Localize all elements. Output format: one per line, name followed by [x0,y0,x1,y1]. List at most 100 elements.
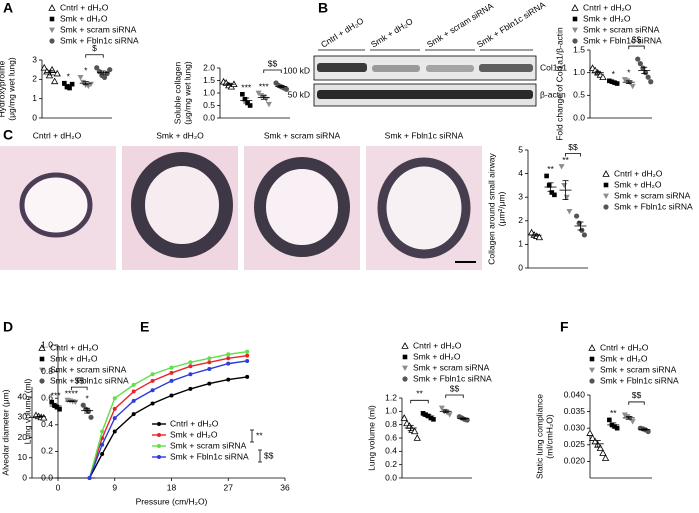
y-tick-label: 0 [22,472,27,482]
y-tick-label: 4 [518,168,523,178]
panel-label: F [560,319,569,335]
legend-marker [588,344,596,351]
airway [19,172,93,238]
legend-marker [157,455,161,459]
data-point [599,449,607,456]
series-line [88,376,248,479]
data-point [53,69,61,77]
series-point [207,356,212,361]
data-point [607,417,612,423]
legend-label: Smk + scram siRNA [50,364,127,374]
series-point [226,356,231,361]
data-point [614,81,620,86]
image-title: Cntrl + dH₂O [33,130,82,140]
y-tick-label: 0.6 [385,432,397,442]
series-point [131,398,136,403]
data-point [80,79,87,86]
data-point [428,415,434,421]
y-tick-label: 0.0 [385,472,397,482]
band [317,63,367,72]
legend-bracket-label: ** [256,430,263,440]
bracket-label: $$ [268,58,278,68]
data-point [612,80,617,85]
y-tick-label: 0 [518,262,523,272]
legend-label: Cntrl + dH₂O [170,418,219,428]
legend-label: Smk + dH₂O [50,353,98,363]
y-tick-label: 0.6 [41,392,53,402]
legend-marker [157,444,161,448]
data-point [629,419,636,425]
series-point [150,378,155,383]
series-point [87,476,92,480]
data-point [614,425,620,431]
significance: **** [65,388,79,398]
data-point [80,402,86,408]
legend-marker [49,27,55,33]
legend-label: Smk + scram siRNA [614,190,691,200]
legend-marker [49,38,55,44]
legend-label: Smk + Fbln1c siRNA [614,201,693,211]
y-tick-label: 30 [18,412,28,422]
series-point [169,378,174,383]
y-tick-label: 0.5 [573,90,585,100]
marker-label: 50 kD [288,89,310,99]
data-point [49,399,55,405]
legend-marker [39,367,45,373]
y-tick-label: 5 [518,144,523,154]
data-point [101,74,108,80]
series-point [169,393,174,398]
y-tick-label: 0.035 [564,406,586,416]
legend-marker [38,344,46,351]
data-point [596,444,605,451]
y-tick-label: 2.0 [203,62,215,72]
band-label: Col1a1 [540,62,567,72]
airway [377,157,471,259]
y-axis-label: (μg/mg wet lung) [182,61,192,125]
legend-label: Smk + dH₂O [60,13,108,23]
series-point [245,374,250,379]
blot: Cntrl + dH₂O Smk + dH₂O Smk + scram siRN… [283,0,567,107]
data-point [546,183,552,188]
significance: ** [562,155,569,165]
data-point [648,79,654,85]
legend-label: Smk + dH₂O [413,351,461,361]
y-tick-label: 1.0 [573,67,585,77]
significance: * [627,68,631,78]
legend-marker [157,433,161,437]
data-point [561,183,568,189]
y-tick-label: 0.0 [203,112,215,122]
y-tick-label: 1.0 [385,406,397,416]
legend-marker [39,378,45,384]
legend-label: Smk + scram siRNA [413,362,490,372]
legend-marker [39,356,45,362]
band [317,90,533,99]
data-point [645,74,651,80]
legend-label: Smk + Fbln1c siRNA [600,375,679,385]
y-tick-label: 0.8 [41,366,53,376]
data-point [52,402,57,408]
y-tick-label: 1 [32,93,37,103]
y-tick-label: 0 [32,112,37,122]
legend-marker [589,378,595,384]
band [426,65,474,72]
bracket [263,69,282,73]
y-axis-label: Soluble collagen [172,62,182,125]
panel-label: A [3,0,13,16]
bracket [565,153,581,157]
y-tick-label: 3 [32,54,37,64]
legend-label: Smk + scram siRNA [600,364,677,374]
airway [131,152,233,258]
panel-label: B [318,0,328,16]
series-point [150,372,155,377]
series-line [88,350,248,479]
data-point [574,213,580,219]
data-point [576,220,582,226]
series-point [131,382,136,387]
legend-label: Smk + Fbln1c siRNA [50,375,129,385]
image-title: Smk + scram siRNA [264,130,341,140]
bracket-label: $ [92,43,97,53]
x-tick-label: 36 [280,482,290,492]
legend-bracket [258,449,262,463]
legend-marker [157,422,161,426]
x-tick-label: 0 [56,482,61,492]
